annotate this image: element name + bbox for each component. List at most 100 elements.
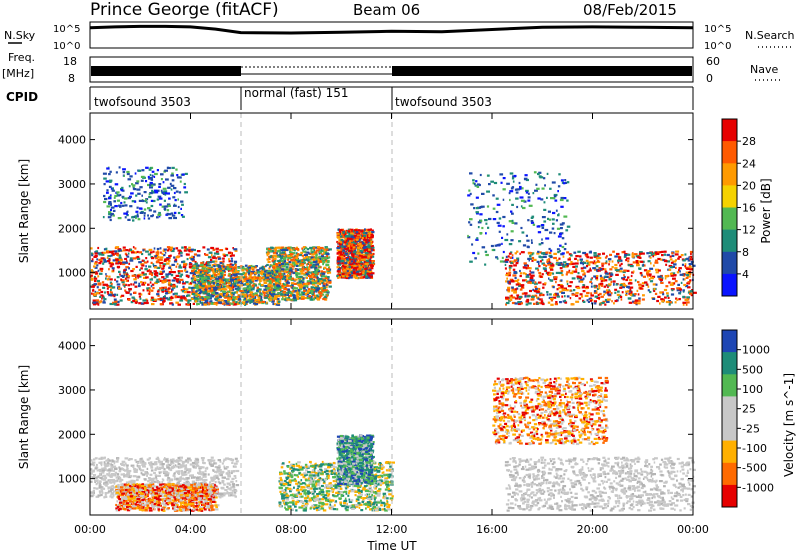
echo-cell — [611, 266, 614, 269]
echo-cell — [473, 182, 476, 186]
echo-cell — [323, 282, 326, 285]
echo-cell — [371, 229, 374, 232]
echo-cell — [672, 277, 676, 280]
echo-cell — [169, 265, 172, 268]
echo-cell — [102, 251, 106, 254]
echo-cell — [256, 269, 260, 272]
echo-cell — [538, 175, 542, 178]
echo-cell — [102, 283, 106, 286]
echo-cell — [556, 227, 560, 230]
echo-cell — [310, 250, 313, 253]
echo-cell — [209, 285, 214, 288]
echo-cell — [130, 301, 134, 304]
echo-cell — [564, 242, 567, 245]
echo-cell — [131, 251, 135, 254]
echo-cell — [164, 251, 167, 254]
echo-cell — [158, 215, 161, 218]
echo-cell — [138, 273, 142, 276]
echo-cell — [317, 265, 321, 268]
echo-cell — [640, 260, 644, 263]
echo-cell — [124, 204, 128, 207]
echo-cell — [292, 284, 294, 287]
echo-cell — [623, 255, 627, 258]
echo-cell — [211, 291, 215, 294]
echo-cell — [289, 263, 293, 266]
echo-cell — [324, 260, 328, 263]
echo-cell — [207, 270, 211, 273]
echo-cell — [127, 275, 131, 278]
echo-cell — [293, 263, 296, 266]
echo-cell — [107, 251, 112, 254]
echo-cell — [296, 295, 300, 298]
echo-cell — [236, 281, 241, 284]
echo-cell — [193, 277, 197, 281]
echo-cell — [534, 281, 537, 284]
echo-cell — [164, 192, 167, 195]
echo-cell — [552, 197, 556, 200]
echo-cell — [171, 271, 174, 274]
echo-cell — [652, 252, 655, 255]
echo-cell — [206, 277, 210, 280]
echo-cell — [175, 190, 179, 193]
echo-cell — [678, 292, 680, 295]
echo-cell — [163, 297, 166, 300]
echo-cell — [366, 270, 369, 273]
echo-cell — [210, 258, 213, 261]
echo-cell — [208, 295, 213, 298]
echo-cell — [195, 278, 199, 281]
echo-cell — [279, 252, 283, 255]
echo-cell — [153, 265, 157, 268]
echo-cell — [125, 291, 130, 294]
echo-cell — [579, 276, 582, 279]
echo-cell — [113, 303, 117, 306]
echo-cell — [626, 285, 630, 288]
noise-trace — [89, 24, 694, 35]
echo-cell — [659, 302, 661, 305]
echo-cell — [234, 303, 238, 306]
echo-cell — [585, 254, 589, 258]
echo-cell — [308, 274, 312, 277]
echo-cell — [226, 264, 230, 267]
echo-cell — [273, 248, 277, 251]
echo-cell — [370, 239, 373, 242]
echo-cell — [170, 268, 173, 271]
echo-cell — [242, 287, 247, 290]
echo-cell — [211, 274, 214, 278]
echo-cell — [147, 292, 150, 295]
echo-cell — [638, 252, 642, 255]
echo-cell — [533, 258, 537, 261]
echo-cell — [632, 270, 635, 273]
echo-cell — [232, 283, 234, 287]
echo-cell — [688, 263, 693, 266]
echo-cell — [281, 283, 284, 286]
echo-cell — [133, 281, 138, 284]
echo-cell — [241, 269, 245, 272]
echo-cell — [274, 270, 278, 273]
echo-cell — [128, 185, 131, 188]
echo-cell — [580, 267, 584, 270]
echo-cell — [110, 212, 114, 216]
echo-cell — [184, 247, 187, 250]
echo-cell — [224, 266, 228, 270]
echo-cell — [617, 261, 620, 264]
echo-cell — [516, 287, 519, 290]
echo-cell — [269, 298, 273, 301]
echo-cell — [289, 253, 294, 256]
echo-cell — [122, 171, 126, 174]
echo-cell — [300, 295, 305, 299]
echo-cell — [541, 298, 543, 301]
echo-cell — [328, 279, 332, 282]
echo-cell — [271, 288, 274, 291]
echo-cell — [518, 296, 523, 299]
echo-cell — [116, 276, 120, 279]
echo-cell — [315, 263, 319, 266]
echo-cell — [349, 273, 352, 277]
echo-cell — [689, 292, 693, 295]
echo-cell — [109, 218, 112, 222]
echo-cell — [369, 274, 372, 277]
echo-cell — [354, 260, 357, 263]
echo-cell — [231, 252, 233, 255]
echo-cell — [201, 278, 204, 282]
echo-cell — [174, 199, 177, 202]
